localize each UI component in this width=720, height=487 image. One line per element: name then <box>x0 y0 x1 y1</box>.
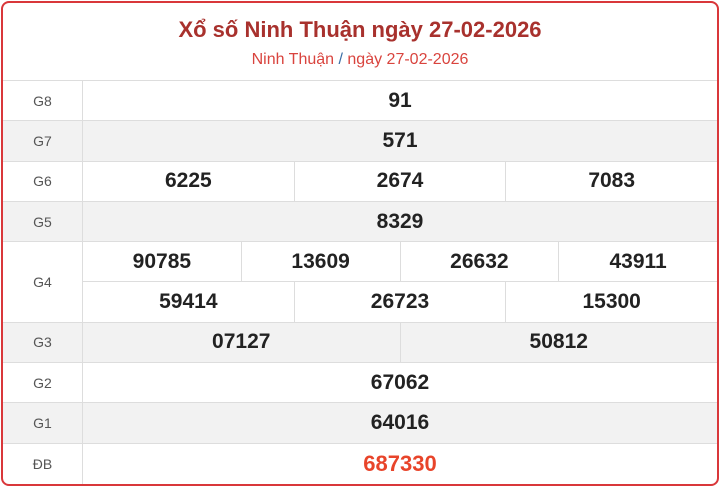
prize-line: 687330 <box>83 444 717 484</box>
prize-number: 571 <box>382 128 418 152</box>
prize-label: G5 <box>3 201 83 242</box>
prize-line: 07127 50812 <box>83 322 718 363</box>
prize-number: 64016 <box>370 411 430 435</box>
prize-row-g1: G1 64016 <box>3 403 717 444</box>
prize-label: G2 <box>3 363 83 403</box>
breadcrumb: Ninh Thuận / ngày 27-02-2026 <box>3 51 717 69</box>
breadcrumb-province-link[interactable]: Ninh Thuận <box>251 51 335 68</box>
prize-number: 2674 <box>293 161 506 201</box>
prize-values: 90785 13609 26632 43911 59414 26723 15300 <box>83 242 717 322</box>
prize-row-g7: G7 571 <box>3 121 717 162</box>
prize-label: G1 <box>3 403 83 443</box>
prize-values: 8329 <box>83 202 717 241</box>
breadcrumb-date-link[interactable]: ngày 27-02-2026 <box>347 51 469 68</box>
prize-label: G8 <box>3 81 83 121</box>
prize-line: 90785 13609 26632 43911 <box>83 242 717 282</box>
prize-row-g5: G5 8329 <box>3 201 717 243</box>
prize-row-g2: G2 67062 <box>3 363 717 404</box>
prize-number: 67062 <box>370 370 430 394</box>
breadcrumb-separator: / <box>338 51 343 68</box>
prize-row-g6: G6 6225 2674 7083 <box>3 161 717 202</box>
prize-number: 59414 <box>159 290 218 314</box>
prize-values: 07127 50812 <box>83 322 718 363</box>
prize-number: 7083 <box>505 161 717 201</box>
page-title: Xổ số Ninh Thuận ngày 27-02-2026 <box>178 17 542 42</box>
prize-number: 26632 <box>399 242 559 282</box>
prize-values: 687330 <box>83 444 717 484</box>
prize-number: 91 <box>388 88 412 112</box>
header: Xổ số Ninh Thuận ngày 27-02-2026 Ninh Th… <box>3 3 717 81</box>
prize-values: 67062 <box>83 363 717 402</box>
prize-number: 90785 <box>132 249 192 273</box>
prize-values: 6225 2674 7083 <box>83 161 717 201</box>
prize-label: G4 <box>3 242 83 322</box>
prize-line: 571 <box>83 121 717 160</box>
prize-number: 6225 <box>164 169 212 193</box>
prize-row-g3: G3 07127 50812 <box>3 322 718 364</box>
prize-number: 43911 <box>558 242 717 282</box>
prize-line: 64016 <box>83 403 717 442</box>
prize-label: G7 <box>3 121 83 161</box>
prize-line: 6225 2674 7083 <box>83 161 717 201</box>
prize-row-g4: G4 90785 13609 26632 43911 59414 26723 15300 <box>3 242 717 323</box>
prize-number: 07127 <box>212 330 271 354</box>
results-table: G8 91 G7 571 G6 6225 2674 7083 G5 8329 G4 90785 1360… <box>3 81 717 484</box>
prize-row-g8: G8 91 <box>3 81 717 122</box>
prize-label: G3 <box>3 322 83 363</box>
prize-label: G6 <box>3 161 83 201</box>
prize-line: 67062 <box>83 363 717 402</box>
prize-number: 15300 <box>505 282 717 322</box>
prize-label: ĐB <box>3 443 83 484</box>
prize-line: 91 <box>83 81 717 120</box>
prize-values: 571 <box>83 121 717 160</box>
prize-number: 26723 <box>293 282 506 322</box>
prize-row-db: ĐB 687330 <box>3 443 717 484</box>
special-prize-number: 687330 <box>363 450 437 476</box>
prize-values: 91 <box>83 81 717 120</box>
prize-number: 13609 <box>240 242 400 282</box>
prize-number: 50812 <box>399 322 718 363</box>
prize-number: 8329 <box>376 209 424 233</box>
prize-line: 8329 <box>83 202 717 241</box>
prize-values: 64016 <box>83 403 717 442</box>
prize-line: 59414 26723 15300 <box>83 281 717 322</box>
